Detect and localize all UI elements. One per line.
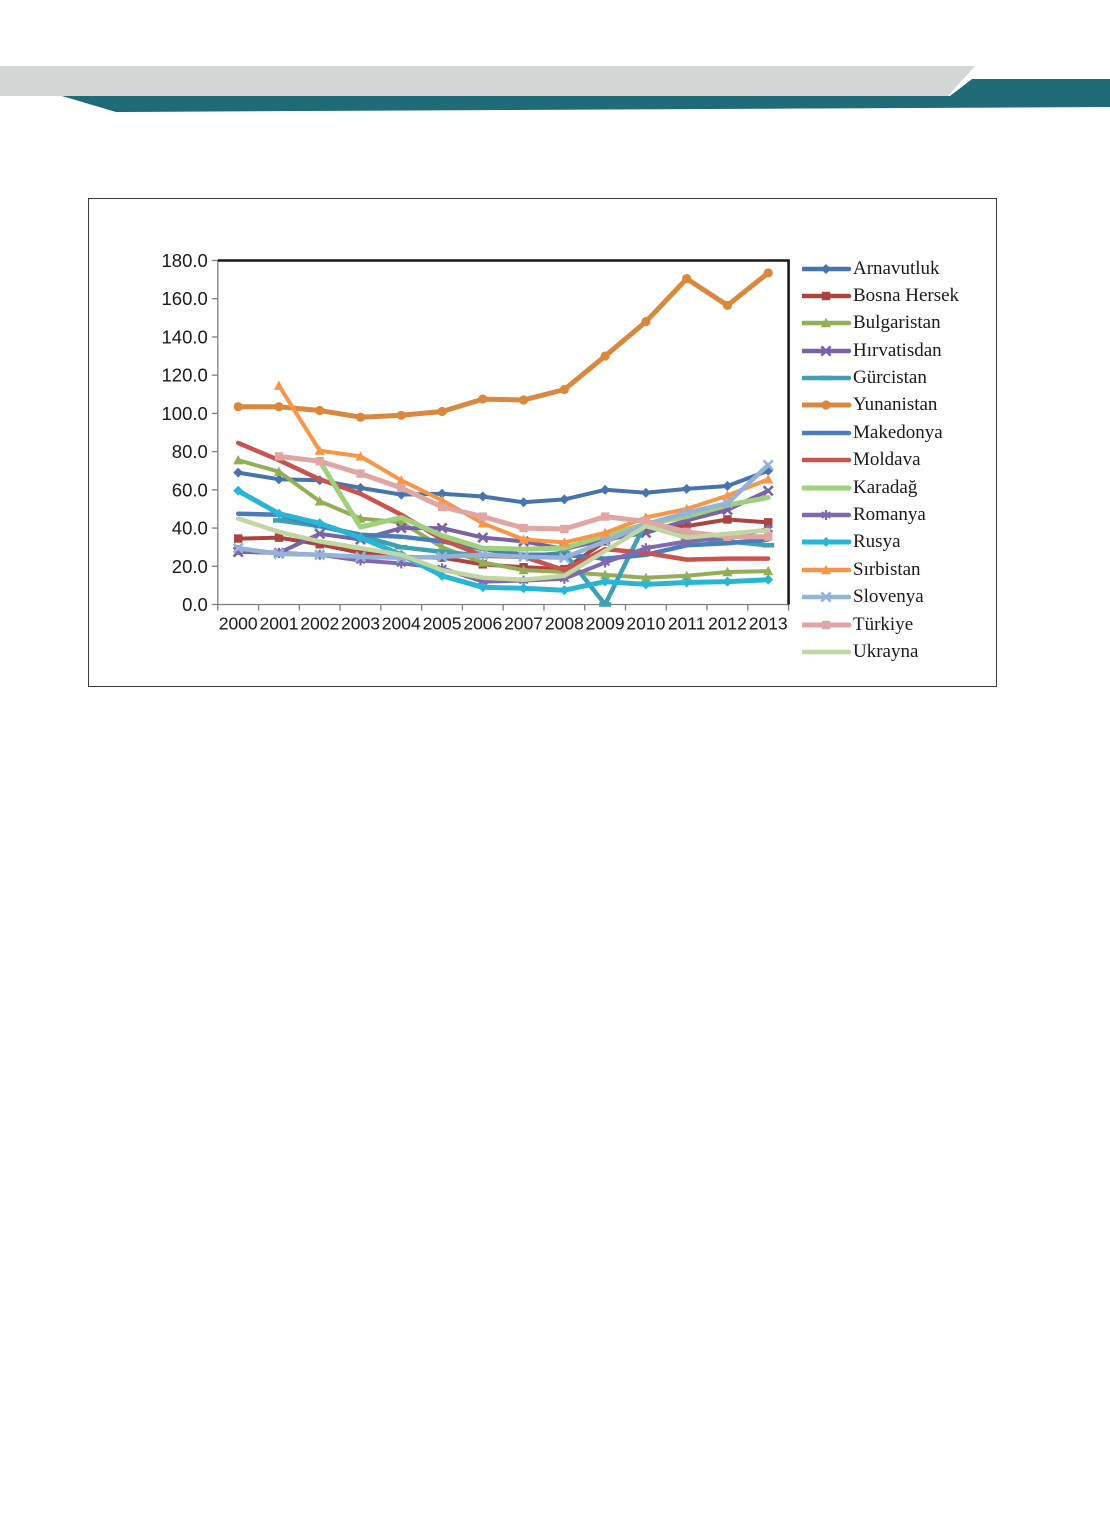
x-tick-label: 2007 — [504, 614, 543, 634]
legend-label: Arnavutluk — [853, 257, 940, 279]
legend-item: Ukrayna — [802, 640, 959, 662]
legend-item: Gürcistan — [802, 367, 959, 389]
x-tick-label: 2004 — [382, 614, 421, 634]
legend-item: Makedonya — [802, 421, 959, 443]
series-Yunanistan — [233, 268, 773, 422]
series-Karadağ — [317, 458, 771, 552]
y-tick-label: 0.0 — [182, 594, 208, 615]
legend-label: Rusya — [853, 531, 901, 553]
legend-item: Bulgaristan — [802, 312, 959, 334]
series-Slovenya — [232, 459, 774, 564]
series-Ukrayna — [235, 516, 771, 582]
legend-label: Moldava — [853, 449, 921, 471]
legend-label: Romanya — [853, 504, 926, 526]
legend-item: Karadağ — [802, 476, 959, 498]
legend-item: Bosna Hersek — [802, 284, 960, 306]
legend-item: Türkiye — [802, 613, 959, 635]
y-tick-label: 80.0 — [172, 441, 208, 462]
legend-label: Ukrayna — [853, 640, 919, 662]
y-tick-label: 20.0 — [172, 556, 208, 577]
x-tick-label: 2011 — [668, 614, 706, 634]
legend-swatch — [802, 537, 852, 548]
y-tick-label: 140.0 — [162, 326, 208, 347]
legend-item: Hırvatisdan — [802, 339, 959, 361]
line-chart: 0.0 20.0 40.0 60.0 80.0 100.0 120.0 140.0 160.0 1… — [162, 250, 790, 634]
x-tick-label: 2013 — [749, 614, 788, 634]
y-tick-label: 40.0 — [172, 518, 208, 539]
x-tick-label: 2012 — [708, 614, 747, 634]
legend-item: Moldava — [802, 449, 959, 471]
legend-item: Arnavutluk — [802, 257, 959, 279]
legend-label: Karadağ — [853, 476, 918, 498]
x-tick-label: 2001 — [260, 614, 299, 634]
x-tick-label: 2008 — [545, 614, 584, 634]
legend-label: Bosna Hersek — [853, 284, 960, 306]
legend-swatch — [802, 485, 852, 491]
header-banner — [0, 66, 1110, 112]
banner-teal-band — [62, 79, 1110, 112]
legend-swatch — [802, 649, 852, 655]
series-Arnavutluk — [233, 465, 774, 508]
banner-gray-band — [0, 66, 975, 96]
legend-label: Bulgaristan — [853, 312, 941, 334]
legend-label: Yunanistan — [853, 394, 938, 416]
x-tick-label: 2000 — [219, 614, 258, 634]
legend-label: Gürcistan — [853, 367, 927, 389]
legend-item: Sırbistan — [802, 558, 959, 580]
y-tick-label: 180.0 — [162, 250, 208, 271]
legend-label: Türkiye — [853, 613, 914, 635]
y-tick-label: 60.0 — [172, 479, 208, 500]
series-Sırbistan — [273, 380, 774, 547]
legend-swatch — [802, 564, 852, 574]
chart-figure: 0.0 20.0 40.0 60.0 80.0 100.0 120.0 140.0 160.0 1… — [88, 198, 997, 687]
legend-swatch — [802, 591, 852, 603]
series-Türkiye — [274, 452, 773, 541]
legend-item: Slovenya — [802, 586, 959, 608]
chart-legend: Arnavutluk Bosna Hersek Bulgaristan Hırvati… — [802, 257, 960, 662]
legend-swatch — [802, 318, 852, 328]
x-tick-label: 2010 — [626, 614, 665, 634]
legend-item: Romanya — [802, 504, 959, 526]
legend-swatch — [802, 345, 852, 357]
y-tick-label: 160.0 — [162, 288, 208, 309]
legend-label: Sırbistan — [853, 558, 921, 580]
legend-swatch — [802, 291, 852, 301]
legend-item: Yunanistan — [802, 394, 959, 416]
x-tick-label: 2005 — [423, 614, 462, 634]
legend-swatch — [802, 457, 852, 463]
legend-swatch — [802, 620, 852, 629]
y-tick-label: 100.0 — [162, 403, 208, 424]
x-tick-label: 2003 — [341, 614, 380, 634]
x-tick-label: 2009 — [586, 614, 625, 634]
legend-label: Hırvatisdan — [853, 339, 942, 361]
legend-item: Rusya — [802, 531, 959, 553]
x-tick-label: 2006 — [463, 614, 502, 634]
y-tick-label: 120.0 — [162, 365, 208, 386]
legend-swatch — [802, 510, 852, 521]
legend-swatch — [802, 400, 852, 411]
legend-label: Slovenya — [853, 586, 924, 608]
legend-swatch — [802, 263, 852, 274]
legend-swatch — [802, 375, 852, 381]
legend-swatch — [802, 430, 852, 436]
plot-border — [217, 259, 790, 605]
x-tick-label: 2002 — [300, 614, 339, 634]
legend-label: Makedonya — [853, 421, 943, 443]
